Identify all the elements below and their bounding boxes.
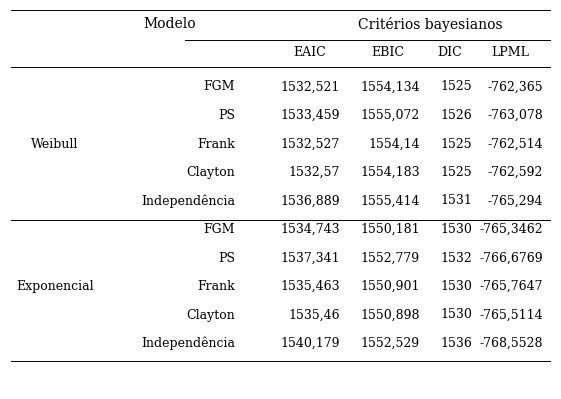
Text: 1534,743: 1534,743 (280, 223, 340, 236)
Text: Clayton: Clayton (186, 308, 235, 322)
Text: -762,365: -762,365 (488, 81, 543, 93)
Text: PS: PS (218, 109, 235, 122)
Text: 1550,181: 1550,181 (360, 223, 420, 236)
Text: Frank: Frank (197, 280, 235, 293)
Text: Independência: Independência (141, 194, 235, 208)
Text: 1552,779: 1552,779 (361, 251, 420, 265)
Text: 1530: 1530 (440, 223, 472, 236)
Text: 1532,57: 1532,57 (288, 166, 340, 179)
Text: 1532,521: 1532,521 (280, 81, 340, 93)
Text: 1535,46: 1535,46 (288, 308, 340, 322)
Text: 1535,463: 1535,463 (280, 280, 340, 293)
Text: 1536,889: 1536,889 (280, 194, 340, 207)
Text: 1525: 1525 (440, 166, 472, 179)
Text: -763,078: -763,078 (488, 109, 543, 122)
Text: LPML: LPML (491, 47, 529, 59)
Text: Independência: Independência (141, 337, 235, 350)
Text: 1530: 1530 (440, 280, 472, 293)
Text: -765,3462: -765,3462 (480, 223, 543, 236)
Text: 1552,529: 1552,529 (361, 337, 420, 350)
Text: Modelo: Modelo (144, 17, 196, 31)
Text: EAIC: EAIC (293, 47, 327, 59)
Text: 1537,341: 1537,341 (280, 251, 340, 265)
Text: 1532,527: 1532,527 (280, 138, 340, 150)
Text: 1531: 1531 (440, 194, 472, 207)
Text: DIC: DIC (438, 47, 462, 59)
Text: 1526: 1526 (440, 109, 472, 122)
Text: 1533,459: 1533,459 (280, 109, 340, 122)
Text: -765,294: -765,294 (488, 194, 543, 207)
Text: 1554,14: 1554,14 (369, 138, 420, 150)
Text: -765,7647: -765,7647 (480, 280, 543, 293)
Text: Clayton: Clayton (186, 166, 235, 179)
Text: 1555,414: 1555,414 (361, 194, 420, 207)
Text: EBIC: EBIC (371, 47, 404, 59)
Text: -766,6769: -766,6769 (480, 251, 543, 265)
Text: 1554,134: 1554,134 (360, 81, 420, 93)
Text: Critérios bayesianos: Critérios bayesianos (358, 16, 502, 32)
Text: Exponencial: Exponencial (16, 280, 94, 293)
Text: 1554,183: 1554,183 (360, 166, 420, 179)
Text: 1540,179: 1540,179 (280, 337, 340, 350)
Text: 1555,072: 1555,072 (361, 109, 420, 122)
Text: PS: PS (218, 251, 235, 265)
Text: 1550,898: 1550,898 (361, 308, 420, 322)
Text: FGM: FGM (204, 223, 235, 236)
Text: 1532: 1532 (440, 251, 472, 265)
Text: 1536: 1536 (440, 337, 472, 350)
Text: Frank: Frank (197, 138, 235, 150)
Text: 1550,901: 1550,901 (361, 280, 420, 293)
Text: 1525: 1525 (440, 138, 472, 150)
Text: 1525: 1525 (440, 81, 472, 93)
Text: 1530: 1530 (440, 308, 472, 322)
Text: -768,5528: -768,5528 (480, 337, 543, 350)
Text: -762,514: -762,514 (488, 138, 543, 150)
Text: FGM: FGM (204, 81, 235, 93)
Text: -762,592: -762,592 (488, 166, 543, 179)
Text: Weibull: Weibull (31, 138, 79, 150)
Text: -765,5114: -765,5114 (480, 308, 543, 322)
